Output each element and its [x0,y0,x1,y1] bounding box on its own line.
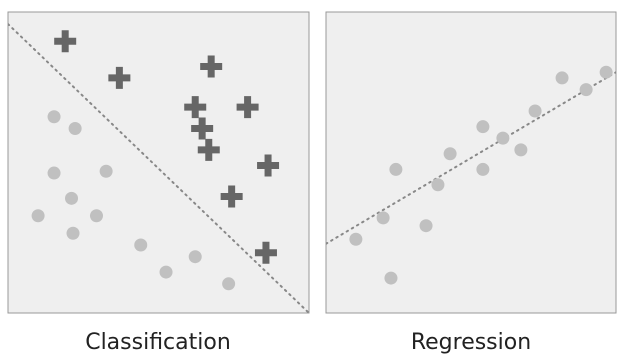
circle-icon [476,162,490,176]
panel-frame [325,11,617,314]
circle-icon [89,209,103,223]
circle-icon [496,131,510,145]
dotted-boundary-line [326,71,616,245]
circle-icon [188,250,202,264]
circle-icon [47,110,61,124]
circle-icon [47,166,61,180]
circle-icon [349,232,363,246]
circle-icon [68,121,82,135]
circle-icon [514,143,528,157]
circle-icon [31,209,45,223]
circle-icon [555,71,569,85]
circle-icon [599,65,613,79]
circle-icon [66,226,80,240]
circle-icon [376,211,390,225]
circle-icon [443,147,457,161]
circle-icon [528,104,542,118]
plus-icon [257,154,280,177]
circle-icon [579,83,593,97]
circle-icon [159,265,173,279]
plus-icon [236,96,259,119]
dotted-boundary-line [8,23,309,313]
circle-icon [431,178,445,192]
regression-caption: Regression [410,330,532,355]
plus-icon [108,66,131,89]
classification-caption: Classification [85,330,231,355]
plus-icon [184,96,207,119]
plus-icon [197,138,220,161]
circle-icon [134,238,148,252]
classification-panel [7,11,310,314]
circle-icon [384,271,398,285]
circle-icon [389,162,403,176]
circle-icon [65,191,79,205]
regression-panel [325,11,617,314]
circle-icon [476,120,490,134]
circle-icon [99,164,113,178]
plus-icon [220,185,243,208]
plus-icon [54,30,77,53]
plus-icon [200,55,223,78]
circle-icon [419,219,433,233]
circle-icon [222,277,236,291]
plus-icon [191,117,214,140]
plus-icon [254,241,277,264]
